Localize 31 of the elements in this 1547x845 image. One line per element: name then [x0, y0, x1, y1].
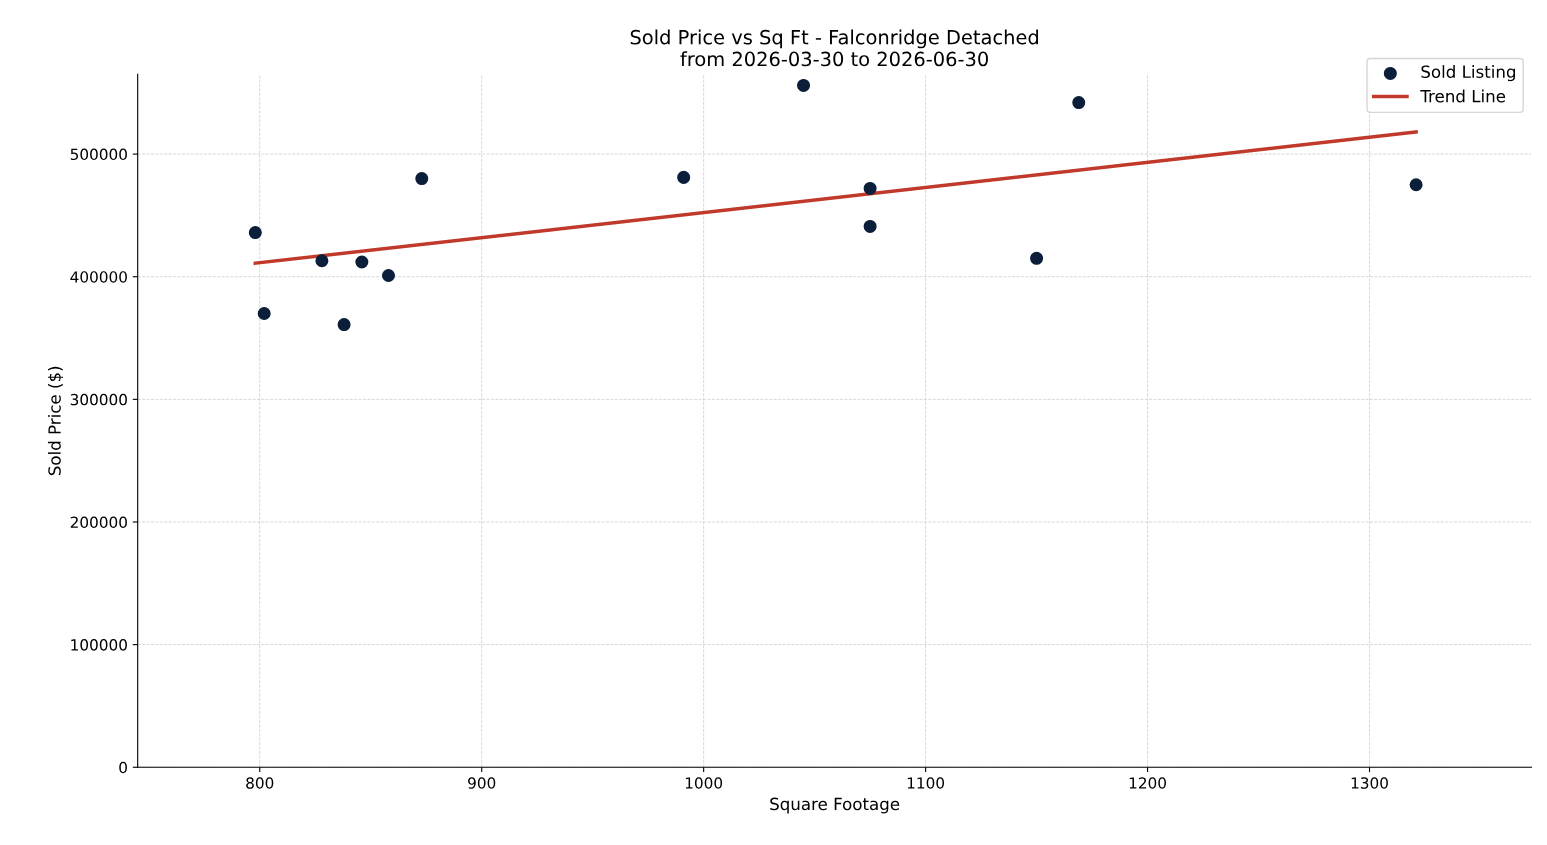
chart-title: Sold Price vs Sq Ft - Falconridge Detached from 2026-03-30 to 2026-06-30: [630, 29, 1038, 67]
point: [248, 226, 262, 240]
point: [1072, 96, 1086, 110]
x-tick-label: 800: [246, 777, 274, 789]
point: [1030, 251, 1044, 265]
point: [337, 318, 351, 332]
y-tick-label: 0: [119, 761, 127, 774]
point: [863, 219, 877, 233]
point: [863, 181, 877, 195]
point: [355, 255, 369, 269]
point: [315, 254, 329, 268]
x-axis-title: Square Footage: [770, 797, 900, 814]
x-tick-label: 1000: [685, 777, 723, 789]
x-tick-label: 1300: [1351, 777, 1388, 789]
point: [1409, 178, 1423, 192]
x-tick-label: 1200: [1129, 777, 1166, 789]
x-tick-label: 1100: [907, 777, 945, 789]
legend-label: Trend Line: [1420, 89, 1506, 103]
y-tick-label: 300000: [70, 393, 127, 406]
point: [257, 306, 271, 321]
y-tick-label: 200000: [70, 516, 127, 529]
x-tick-label: 900: [468, 777, 496, 789]
point: [381, 268, 395, 282]
legend-label: Sold Listing: [1421, 65, 1516, 82]
y-tick-label: 100000: [71, 639, 127, 651]
y-axis-title: Sold Price ($): [47, 366, 64, 476]
y-tick-label: 400000: [70, 271, 127, 283]
point: [797, 78, 811, 92]
point: [415, 172, 429, 186]
y-tick-label: 500000: [70, 148, 127, 161]
point: [677, 170, 691, 184]
